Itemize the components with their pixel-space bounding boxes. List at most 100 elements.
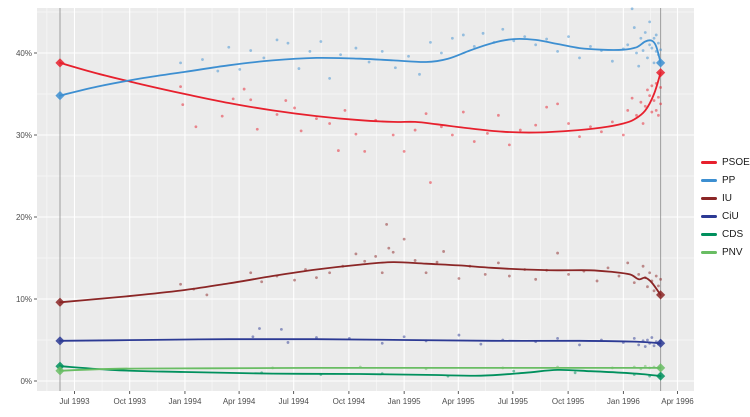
- poll-point-psoe: [578, 135, 581, 139]
- poll-point-ciu: [578, 343, 581, 347]
- poll-point-iu: [637, 273, 641, 276]
- x-tick-label: Apr 1994: [223, 397, 256, 406]
- poll-point-pp: [286, 41, 290, 45]
- poll-point-psoe: [650, 84, 654, 88]
- poll-point-psoe: [429, 181, 432, 184]
- poll-point-ciu: [279, 327, 283, 331]
- poll-point-pp: [654, 33, 658, 37]
- poll-point-psoe: [641, 122, 645, 125]
- poll-point-iu: [483, 273, 487, 276]
- poll-point-pp: [472, 45, 476, 48]
- poll-point-ciu: [402, 335, 406, 339]
- poll-point-pp: [216, 69, 220, 73]
- poll-point-iu: [657, 284, 660, 288]
- legend-label-iu: IU: [722, 193, 732, 204]
- x-tick-label: Oct 1994: [333, 397, 366, 406]
- poll-point-iu: [457, 277, 461, 280]
- trend-line-pp: [59, 37, 662, 97]
- poll-point-psoe: [646, 88, 649, 92]
- x-tick-label: Jan 1995: [388, 397, 421, 406]
- x-tick-label: Apr 1995: [442, 397, 475, 406]
- poll-point-pp: [578, 56, 581, 60]
- poll-point-pp: [461, 33, 465, 37]
- poll-point-iu: [374, 254, 378, 258]
- poll-point-ciu: [457, 333, 461, 337]
- poll-point-pp: [641, 49, 645, 52]
- election-result-diamond-ciu: [656, 338, 666, 348]
- poll-point-iu: [354, 252, 358, 256]
- poll-point-iu: [424, 271, 428, 275]
- poll-point-pp: [639, 36, 643, 40]
- election-result-diamond-ciu: [55, 336, 65, 346]
- election-result-diamond-pp: [55, 91, 65, 101]
- poll-point-pp: [275, 38, 279, 42]
- poll-point-iu: [617, 274, 621, 278]
- election-result-diamond-cds: [656, 371, 666, 381]
- poll-point-pp: [450, 36, 454, 40]
- legend-item-cds: CDS: [701, 228, 750, 241]
- poll-point-psoe: [461, 110, 465, 114]
- poll-point-iu: [260, 280, 264, 284]
- election-result-diamond-pnv: [656, 363, 666, 373]
- legend-label-pnv: PNV: [722, 247, 743, 258]
- poll-point-psoe: [440, 125, 443, 129]
- poll-point-pp: [407, 54, 410, 58]
- poll-point-psoe: [336, 149, 340, 152]
- legend-label-psoe: PSOE: [722, 157, 750, 168]
- poll-point-psoe: [545, 105, 549, 109]
- poll-point-psoe: [450, 133, 454, 137]
- poll-point-psoe: [391, 133, 395, 137]
- poll-point-pp: [429, 40, 432, 44]
- poll-point-iu: [387, 246, 391, 250]
- poll-point-iu: [435, 260, 439, 264]
- poll-point-pp: [328, 77, 332, 80]
- poll-point-iu: [606, 266, 610, 270]
- poll-point-pp: [501, 27, 505, 31]
- legend-item-ciu: CiU: [701, 210, 750, 223]
- poll-point-pp: [440, 51, 443, 55]
- legend-item-iu: IU: [701, 192, 750, 205]
- poll-point-pp: [201, 58, 204, 61]
- poll-point-pp: [393, 66, 397, 70]
- poll-point-psoe: [354, 132, 358, 136]
- poll-point-psoe: [621, 133, 625, 137]
- poll-point-iu: [654, 274, 658, 278]
- poll-point-pp: [481, 31, 485, 35]
- poll-point-iu: [391, 250, 395, 254]
- legend-label-cds: CDS: [722, 229, 744, 240]
- poll-point-psoe: [652, 99, 656, 102]
- poll-point-psoe: [242, 87, 246, 91]
- poll-point-psoe: [402, 150, 406, 153]
- poll-point-pp: [626, 43, 630, 47]
- poll-point-pp: [238, 68, 242, 71]
- poll-point-pp: [523, 35, 527, 38]
- poll-point-iu: [567, 273, 570, 276]
- poll-point-iu: [632, 281, 636, 284]
- poll-point-pp: [308, 49, 312, 53]
- poll-point-pp: [262, 56, 266, 60]
- poll-point-iu: [385, 222, 389, 226]
- poll-point-ciu: [315, 336, 318, 339]
- poll-point-pp: [297, 67, 301, 70]
- poll-point-iu: [315, 276, 318, 280]
- poll-point-psoe: [657, 113, 660, 117]
- chart-legend: PSOE PP IU CiU CDS PNV: [701, 156, 750, 259]
- poll-point-pp: [650, 46, 654, 50]
- election-result-diamond-psoe: [656, 68, 666, 78]
- poll-point-pp: [179, 61, 182, 65]
- poll-point-ciu: [286, 341, 290, 344]
- poll-point-psoe: [363, 150, 367, 153]
- y-tick-label: 20%: [16, 213, 32, 222]
- poll-point-pp: [646, 56, 649, 60]
- election-result-diamond-pp: [656, 58, 666, 68]
- poll-point-ciu: [646, 338, 649, 342]
- poll-point-psoe: [600, 130, 603, 134]
- poll-point-iu: [442, 250, 445, 253]
- poll-point-ciu: [258, 327, 261, 330]
- poll-point-psoe: [424, 112, 428, 116]
- poll-point-ciu: [251, 335, 255, 339]
- poll-point-iu: [380, 271, 384, 275]
- poll-point-pp: [567, 35, 570, 38]
- poll-point-psoe: [486, 131, 489, 135]
- poll-point-iu: [363, 259, 367, 263]
